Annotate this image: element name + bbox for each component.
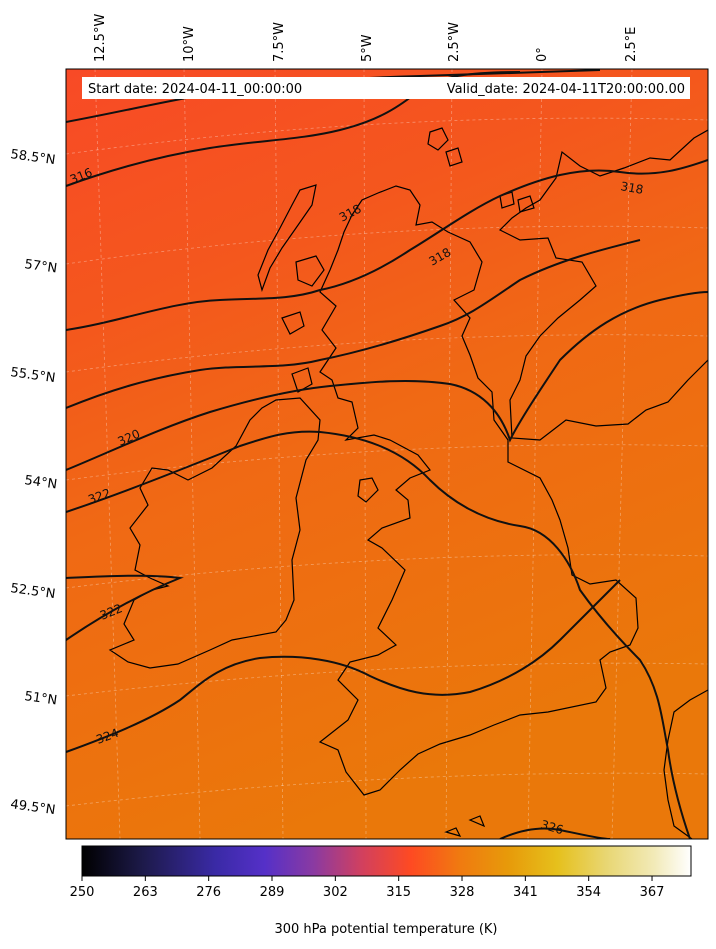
map-area: 316 318 318 318 320 322 322 324 326 Star… xyxy=(66,69,708,839)
contour-label: 326 xyxy=(539,817,565,837)
lon-label: 5°W xyxy=(360,34,375,62)
colorbar-ticks: 250 263 276 289 302 315 328 341 354 367 xyxy=(70,876,665,900)
colorbar xyxy=(81,845,692,877)
contour-326 xyxy=(499,827,611,839)
longitude-labels: 12.5°W 10°W 7.5°W 5°W 2.5°W 0° 2.5°E xyxy=(93,14,639,62)
continental-coast xyxy=(498,129,708,441)
lon-label: 12.5°W xyxy=(93,14,108,62)
skye-coast xyxy=(295,255,325,287)
date-info-box xyxy=(82,77,690,99)
lat-label: 52.5°N xyxy=(9,581,56,602)
colorbar-tick-label: 289 xyxy=(260,885,285,900)
colorbar-tick-label: 315 xyxy=(386,885,411,900)
contour-320 xyxy=(66,291,708,471)
contour-322b xyxy=(66,574,184,641)
lon-label: 2.5°W xyxy=(447,22,462,62)
channel-islands xyxy=(444,815,486,837)
colorbar-tick-label: 328 xyxy=(450,885,475,900)
isle-of-man-coast xyxy=(357,477,379,503)
map-frame xyxy=(65,68,709,840)
mull-islay-coast xyxy=(281,311,313,393)
colorbar-label: 300 hPa potential temperature (K) xyxy=(274,922,497,937)
lat-label: 51°N xyxy=(23,689,58,708)
lat-label: 55.5°N xyxy=(9,365,56,386)
lat-label: 57°N xyxy=(23,257,58,276)
lon-label: 2.5°E xyxy=(624,27,639,62)
lon-label: 7.5°W xyxy=(272,22,287,62)
contour-322 xyxy=(66,430,691,839)
valid-date-text: Valid_date: 2024-04-11T20:00:00.00 xyxy=(447,82,685,97)
france-coast xyxy=(663,689,708,839)
contour-318 xyxy=(66,159,708,331)
latitude-labels: 58.5°N 57°N 55.5°N 54°N 52.5°N 51°N 49.5… xyxy=(9,147,58,818)
start-date-text: Start date: 2024-04-11_00:00:00 xyxy=(88,82,302,97)
lon-label: 0° xyxy=(535,47,550,62)
colorbar-tick-label: 341 xyxy=(513,885,538,900)
orkney-coast xyxy=(427,127,463,167)
graticule xyxy=(66,69,708,839)
colorbar-tick-label: 354 xyxy=(576,885,601,900)
colorbar-tick-label: 263 xyxy=(133,885,158,900)
potential-temperature-field xyxy=(66,69,708,839)
colorbar-tick-label: 250 xyxy=(70,885,95,900)
lat-label: 54°N xyxy=(23,473,58,492)
lon-label: 10°W xyxy=(182,26,197,62)
lat-label: 49.5°N xyxy=(9,797,56,818)
lat-label: 58.5°N xyxy=(9,147,56,168)
colorbar-tick-label: 367 xyxy=(640,885,665,900)
colorbar-tick-label: 276 xyxy=(196,885,221,900)
ireland-coast xyxy=(108,397,321,669)
contour-label: 318 xyxy=(619,179,644,197)
colorbar-tick-label: 302 xyxy=(323,885,348,900)
contour-324 xyxy=(66,579,621,753)
outer-hebrides-coast xyxy=(257,184,317,292)
contour-318b xyxy=(66,239,641,409)
